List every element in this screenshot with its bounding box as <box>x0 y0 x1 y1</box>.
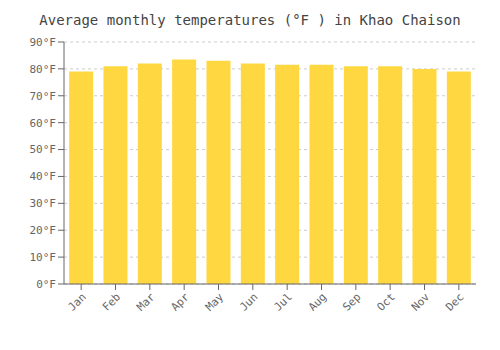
svg-text:90°F: 90°F <box>30 36 57 49</box>
svg-text:Aug: Aug <box>306 290 329 313</box>
svg-text:Sep: Sep <box>340 290 363 313</box>
svg-text:50°F: 50°F <box>30 143 57 156</box>
svg-text:Jan: Jan <box>66 290 89 313</box>
svg-text:Jun: Jun <box>237 290 260 313</box>
svg-text:May: May <box>203 290 227 314</box>
svg-text:60°F: 60°F <box>30 117 57 130</box>
svg-text:20°F: 20°F <box>30 224 57 237</box>
svg-text:0°F: 0°F <box>36 278 56 291</box>
svg-text:Apr: Apr <box>169 290 193 314</box>
svg-text:Oct: Oct <box>375 290 398 313</box>
svg-text:Dec: Dec <box>443 290 466 313</box>
svg-text:Feb: Feb <box>100 290 123 313</box>
svg-text:40°F: 40°F <box>30 170 57 183</box>
svg-text:Mar: Mar <box>134 290 158 314</box>
svg-text:Jul: Jul <box>272 290 295 313</box>
svg-text:Nov: Nov <box>409 290 433 314</box>
svg-text:80°F: 80°F <box>30 63 57 76</box>
svg-text:10°F: 10°F <box>30 251 57 264</box>
svg-text:70°F: 70°F <box>30 90 57 103</box>
html-text:Average monthly temperatures (: Average monthly temperatures (°F ) in Kh… <box>39 12 461 28</box>
svg-text:30°F: 30°F <box>30 197 57 210</box>
